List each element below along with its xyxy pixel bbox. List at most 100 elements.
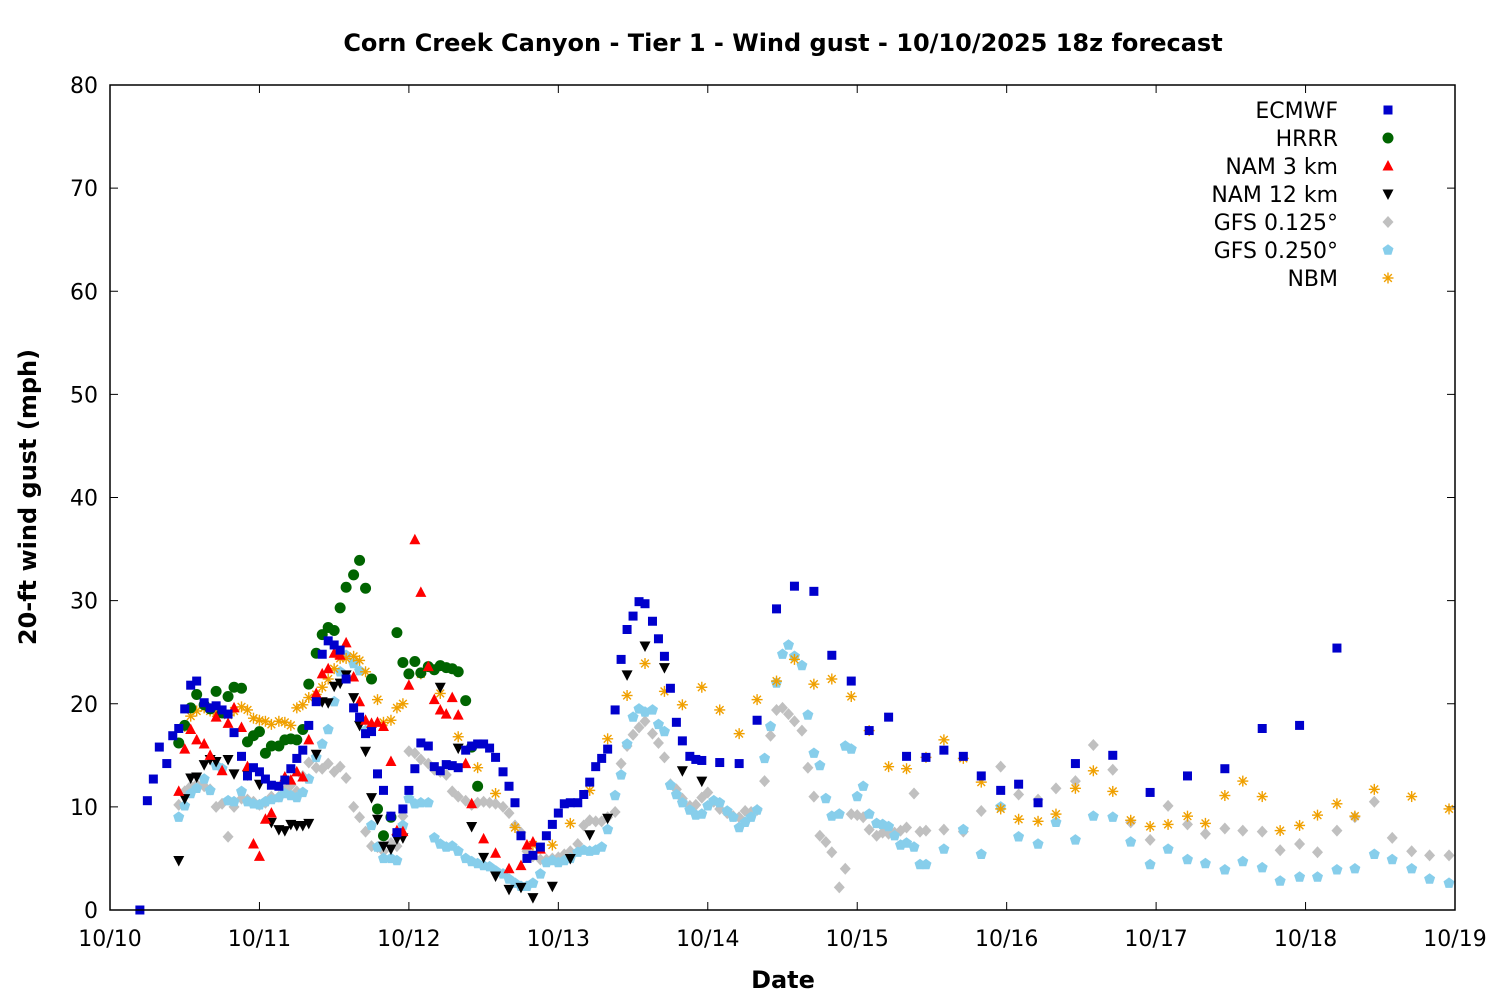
- data-point: [303, 733, 315, 745]
- data-point: [404, 785, 414, 795]
- data-point: [809, 586, 819, 596]
- x-axis-label: Date: [751, 966, 815, 994]
- data-point: [179, 794, 191, 805]
- data-point: [597, 753, 607, 763]
- data-point: [509, 822, 521, 833]
- legend-marker: [1382, 132, 1394, 144]
- data-point: [452, 743, 464, 755]
- data-point: [385, 714, 397, 726]
- data-point: [452, 790, 464, 803]
- data-point: [385, 755, 397, 766]
- data-point: [323, 636, 333, 646]
- data-point: [173, 856, 185, 867]
- data-point: [615, 769, 627, 780]
- legend-label: ECMWF: [1255, 99, 1338, 124]
- data-point: [409, 533, 421, 545]
- data-point: [833, 881, 845, 894]
- data-point: [253, 850, 265, 861]
- data-point: [340, 581, 352, 593]
- data-point: [1237, 855, 1249, 867]
- data-point: [377, 830, 389, 842]
- data-point: [498, 767, 508, 777]
- data-point: [503, 884, 515, 896]
- data-point: [360, 746, 372, 758]
- data-point: [297, 770, 309, 782]
- data-point: [759, 775, 771, 788]
- data-point: [186, 680, 196, 690]
- data-point: [671, 717, 681, 727]
- series-hrrr: [173, 554, 484, 842]
- data-point: [1294, 871, 1306, 882]
- data-point: [297, 820, 309, 832]
- data-point: [584, 830, 596, 841]
- data-point: [1182, 771, 1192, 781]
- data-point: [615, 757, 627, 770]
- data-point: [322, 723, 334, 735]
- data-point: [833, 808, 845, 819]
- data-point: [596, 841, 608, 852]
- data-point: [616, 654, 626, 664]
- data-point: [316, 738, 328, 749]
- data-point: [354, 811, 366, 824]
- data-point: [366, 793, 378, 804]
- data-point: [820, 792, 832, 804]
- data-point: [1033, 798, 1043, 808]
- data-point: [685, 751, 695, 761]
- y-tick-label: 10: [70, 796, 98, 821]
- data-point: [727, 811, 739, 822]
- data-point: [386, 811, 396, 821]
- data-point: [366, 819, 377, 831]
- data-point: [490, 871, 502, 882]
- data-point: [1220, 764, 1230, 774]
- data-point: [348, 670, 360, 682]
- data-point: [889, 830, 901, 841]
- data-point: [564, 853, 576, 865]
- data-point: [409, 655, 421, 667]
- data-point: [247, 838, 259, 849]
- data-point: [1125, 836, 1137, 847]
- data-point: [696, 681, 708, 693]
- data-point: [647, 616, 657, 626]
- data-point: [222, 717, 234, 728]
- data-point: [354, 554, 366, 566]
- data-point: [808, 678, 820, 690]
- data-point: [541, 831, 551, 841]
- data-point: [789, 581, 799, 591]
- data-point: [397, 657, 409, 668]
- data-point: [639, 658, 651, 670]
- data-point: [1219, 864, 1231, 875]
- data-point: [228, 795, 240, 807]
- data-point: [378, 785, 388, 795]
- data-point: [1069, 775, 1081, 788]
- data-point: [416, 738, 426, 748]
- data-point: [591, 762, 601, 772]
- data-point: [975, 848, 987, 859]
- x-tick-label: 10/17: [1124, 927, 1187, 952]
- data-point: [378, 852, 389, 864]
- data-point: [1331, 798, 1343, 810]
- series-nam-12-km: [173, 641, 708, 904]
- data-point: [664, 779, 676, 790]
- data-point: [814, 759, 826, 771]
- data-point: [1087, 739, 1099, 751]
- x-tick-label: 10/18: [1274, 927, 1337, 952]
- data-point: [154, 742, 164, 752]
- data-point: [640, 599, 650, 609]
- data-point: [241, 704, 253, 716]
- data-point: [759, 752, 771, 764]
- data-point: [902, 751, 912, 761]
- data-point: [179, 800, 191, 811]
- data-point: [1219, 822, 1231, 835]
- data-point: [466, 797, 478, 809]
- x-tick-label: 10/19: [1423, 927, 1486, 952]
- data-point: [361, 729, 371, 739]
- data-point: [1125, 814, 1137, 826]
- data-point: [1087, 765, 1099, 777]
- data-point: [621, 690, 633, 701]
- data-point: [652, 718, 664, 730]
- data-point: [341, 674, 351, 684]
- data-point: [422, 660, 434, 672]
- data-point: [148, 774, 158, 784]
- data-point: [522, 853, 532, 863]
- data-point: [883, 761, 895, 773]
